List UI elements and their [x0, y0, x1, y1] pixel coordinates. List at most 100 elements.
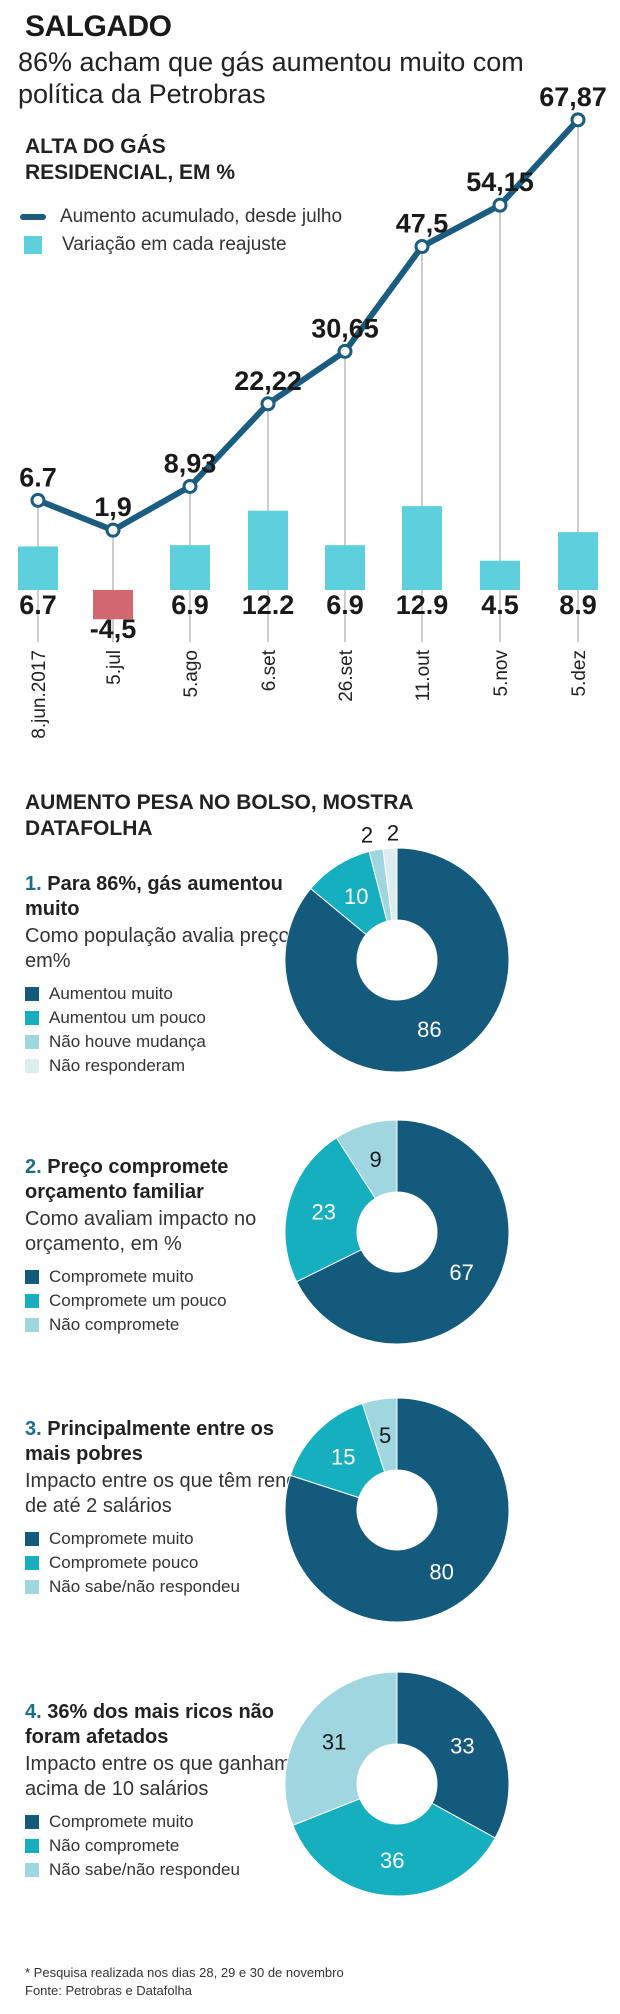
donut-slice: [382, 847, 398, 921]
donut-slice: [292, 1798, 496, 1897]
legend-bar-entry: Variação em cada reajuste: [20, 234, 287, 256]
line-value-label: 54,15: [466, 167, 534, 197]
footnote-source: Fonte: Petrobras e Datafolha: [25, 1983, 192, 1998]
question-title-text: Principalmente entre os mais pobres: [25, 1418, 274, 1465]
legend-item: Não compromete: [25, 1313, 325, 1337]
legend-label: Aumentou muito: [49, 984, 173, 1003]
donut-slice: [335, 1119, 398, 1200]
legend-line-swatch: [20, 214, 46, 220]
legend-label: Compromete muito: [49, 1812, 194, 1831]
bar: [248, 510, 288, 590]
question-number: 3.: [25, 1418, 42, 1440]
question-title: 2. Preço compromete orçamento familiar: [25, 1155, 325, 1205]
donut-slice: [284, 847, 510, 1073]
bar: [558, 532, 598, 590]
line-value-label: 22,22: [234, 366, 302, 396]
question-title-text: 36% dos mais ricos não foram afetados: [25, 1701, 275, 1748]
legend-swatch: [25, 1580, 39, 1594]
donut-value-label: 86: [417, 1017, 441, 1042]
footnote-note: * Pesquisa realizada nos dias 28, 29 e 3…: [25, 1965, 344, 1980]
legend-item: Não sabe/não respondeu: [25, 1575, 325, 1599]
line-value-label: 47,5: [396, 209, 449, 239]
legend-swatch: [25, 1556, 39, 1570]
bar-value-label: 8.9: [559, 590, 597, 620]
donut-chart-4: 33 36 31: [284, 1671, 510, 1897]
legend-label: Compromete muito: [49, 1529, 194, 1548]
question-2: 2. Preço compromete orçamento familiar Co…: [25, 1155, 325, 1337]
question-legend: Compromete muito Compromete pouco Não sabe…: [25, 1527, 325, 1599]
donut-chart-1: 86 10 2 2: [284, 825, 510, 1073]
legend-item: Compromete muito: [25, 1810, 325, 1834]
bar: [170, 545, 210, 590]
donut-slice: [284, 1671, 398, 1826]
x-tick-label: 26.set: [336, 649, 357, 701]
legend-bar-label: Variação em cada reajuste: [62, 234, 287, 255]
question-legend: Compromete muito Compromete um pouco Não c…: [25, 1265, 325, 1337]
legend-label: Não compromete: [49, 1836, 180, 1855]
legend-swatch: [25, 987, 39, 1001]
bar-value-label: 12.9: [396, 590, 449, 620]
x-tick-label: 5.dez: [569, 650, 590, 696]
x-tick-label: 5.nov: [491, 650, 512, 697]
line-value-label: 8,93: [164, 448, 217, 478]
bar-value-label: 12.2: [242, 590, 295, 620]
legend-item: Não sabe/não respondeu: [25, 1858, 325, 1882]
legend-item: Não houve mudança: [25, 1030, 325, 1054]
question-subtitle: Como população avalia preço, em%: [25, 925, 296, 972]
donut-chart-2: 67 23 9: [284, 1119, 510, 1345]
headline: 86% acham que gás aumentou muito com pol…: [18, 47, 524, 109]
donut-slice: [396, 1671, 510, 1839]
donut-value-label: 33: [450, 1733, 474, 1758]
line-point: [492, 197, 508, 213]
legend-label: Não responderam: [49, 1056, 186, 1075]
kicker: SALGADO: [25, 10, 172, 43]
donut-slice: [284, 1397, 510, 1623]
line-value-label: 6.7: [19, 462, 57, 492]
bar: [18, 546, 58, 590]
donut-value-label: 80: [429, 1559, 453, 1584]
question-legend: Compromete muito Não compromete Não sabe/n…: [25, 1810, 325, 1882]
legend-label: Compromete um pouco: [49, 1291, 227, 1310]
legend-label: Aumentou um pouco: [49, 1008, 206, 1027]
legend-label: Não houve mudança: [49, 1032, 206, 1051]
donut-value-label: 23: [312, 1200, 336, 1225]
donut-value-label: 36: [380, 1848, 404, 1873]
x-tick-label: 11.out: [413, 649, 434, 701]
donut-value-label: 9: [369, 1147, 381, 1172]
legend-swatch: [25, 1059, 39, 1073]
line-point: [337, 343, 353, 359]
legend-bar-swatch: [24, 236, 42, 254]
legend-swatch: [25, 1863, 39, 1877]
x-tick-label: 6.set: [259, 649, 280, 691]
donut-slice: [295, 1119, 510, 1345]
question-subtitle: Impacto entre os que têm renda de até 2 …: [25, 1470, 309, 1517]
legend-line-label: Aumento acumulado, desde julho: [60, 206, 343, 227]
bar-value-label: 6.9: [171, 590, 209, 620]
donut-slice: [361, 1397, 398, 1473]
bar: [402, 506, 442, 590]
legend-swatch: [25, 1294, 39, 1308]
legend-label: Não sabe/não respondeu: [49, 1860, 240, 1879]
line-series: [35, 116, 581, 534]
legend-label: Não compromete: [49, 1315, 180, 1334]
section-title: AUMENTO PESA NO BOLSO, MOSTRA DATAFOLHA: [25, 791, 413, 840]
line-point: [30, 492, 46, 508]
question-title-text: Para 86%, gás aumentou muito: [25, 873, 283, 920]
bar: [480, 560, 520, 590]
legend-item: Compromete muito: [25, 1265, 325, 1289]
legend-label: Não sabe/não respondeu: [49, 1577, 240, 1596]
question-title: 4. 36% dos mais ricos não foram afetados: [25, 1700, 325, 1750]
legend-item: Aumentou muito: [25, 982, 325, 1006]
bar-value-label: 6.7: [19, 590, 57, 620]
question-legend: Aumentou muito Aumentou um pouco Não houve…: [25, 982, 325, 1078]
legend-label: Compromete muito: [49, 1267, 194, 1286]
legend-item: Não compromete: [25, 1834, 325, 1858]
donut-value-label: 2: [387, 825, 399, 845]
bar-value-label: 6.9: [326, 590, 364, 620]
line-point: [570, 112, 586, 128]
line-value-label: 30,65: [311, 313, 379, 343]
question-number: 2.: [25, 1156, 42, 1178]
line-point: [105, 522, 121, 538]
donut-value-label: 5: [379, 1423, 391, 1448]
question-subtitle: Como avaliam impacto no orçamento, em %: [25, 1208, 257, 1255]
